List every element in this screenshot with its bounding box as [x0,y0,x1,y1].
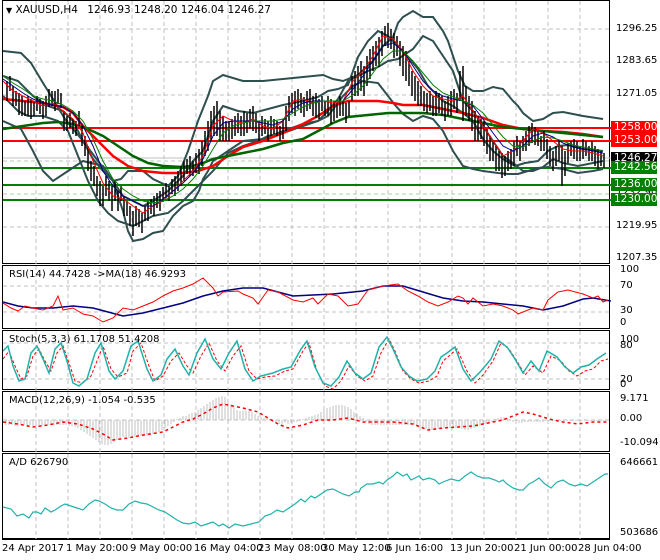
price-bars [6,23,605,236]
resistance-tag-1253: 1253.00 [611,134,657,147]
x-axis-label: 21 Jun 00:00 [514,543,578,554]
price-axis-label: 1219.95 [616,220,658,231]
ad-panel[interactable]: A/D 626790 [2,453,610,540]
stochastic-panel[interactable]: Stoch(5,3,3) 61.1708 51.4208 [2,330,611,391]
rsi-svg [3,266,611,330]
macd-histogram [5,396,607,445]
rsi-axis-0: 0 [620,317,627,328]
support-tag-1230: 1230.00 [611,193,657,206]
x-axis-line [2,539,610,540]
price-axis-label: 1207.35 [616,252,658,263]
ad-title: A/D 626790 [9,457,69,468]
macd-axis-zero: 0.00 [620,413,643,424]
rsi-title: RSI(14) 44.7428 ->MA(18) 46.9293 [9,269,186,280]
macd-svg [3,392,611,453]
macd-axis-max: 9.171 [620,393,649,404]
x-axis-label: 1 May 20:00 [66,543,129,554]
support-tag-1236: 1236.00 [611,178,657,191]
price-axis-label: 1283.65 [616,55,658,66]
main-price-panel[interactable] [2,0,611,265]
stoch-axis-80: 80 [620,340,633,351]
price-axis-label: 1296.25 [616,23,658,34]
rsi-axis-70: 70 [620,280,633,291]
macd-axis-min: -10.094 [620,437,659,448]
x-axis-label: 16 May 04:00 [194,543,263,554]
ad-axis-max: 646661 [620,457,659,468]
resistance-tag-1258: 1258.00 [611,121,657,134]
x-axis-label: 28 Jun 04:00 [578,543,642,554]
ad-svg [3,454,608,540]
x-axis-label: 23 May 08:00 [258,543,327,554]
rsi-axis-100: 100 [620,264,640,275]
rsi-panel[interactable]: RSI(14) 44.7428 ->MA(18) 46.9293 [2,265,611,330]
symbol-label: XAUUSD,H4 [15,4,78,16]
stoch-axis-20: 20 [620,374,633,385]
stoch-axis-100: 100 [620,334,640,345]
ohlc-values: 1246.93 1248.20 1246.04 1246.27 [87,4,271,16]
triangle-down-icon[interactable]: ▼ [6,6,13,15]
stoch-axis-0: 0 [620,379,627,390]
price-axis-label: 1271.05 [616,88,658,99]
ad-axis-min: 503686 [620,527,659,538]
macd-title: MACD(12,26,9) -1.054 -0.535 [9,395,156,406]
rsi-axis-30: 30 [620,305,633,316]
x-axis-label: 24 Apr 2017 [2,543,64,554]
x-axis-label: 13 Jun 20:00 [450,543,514,554]
stoch-svg [3,331,611,391]
x-axis-label: 9 May 00:00 [130,543,193,554]
price-axis-label-hidden: 1232.90 [616,187,657,198]
macd-panel[interactable]: MACD(12,26,9) -1.054 -0.535 [2,391,611,453]
x-axis-label: 30 May 12:00 [322,543,391,554]
support-tag-1242: 1242.56 [611,161,657,174]
chart-header: ▼ XAUUSD,H4 1246.93 1248.20 1246.04 1246… [6,4,271,16]
stoch-title: Stoch(5,3,3) 61.1708 51.4208 [9,334,160,345]
price-chart-svg [3,1,611,265]
x-axis-label: 6 Jun 16:00 [386,543,444,554]
